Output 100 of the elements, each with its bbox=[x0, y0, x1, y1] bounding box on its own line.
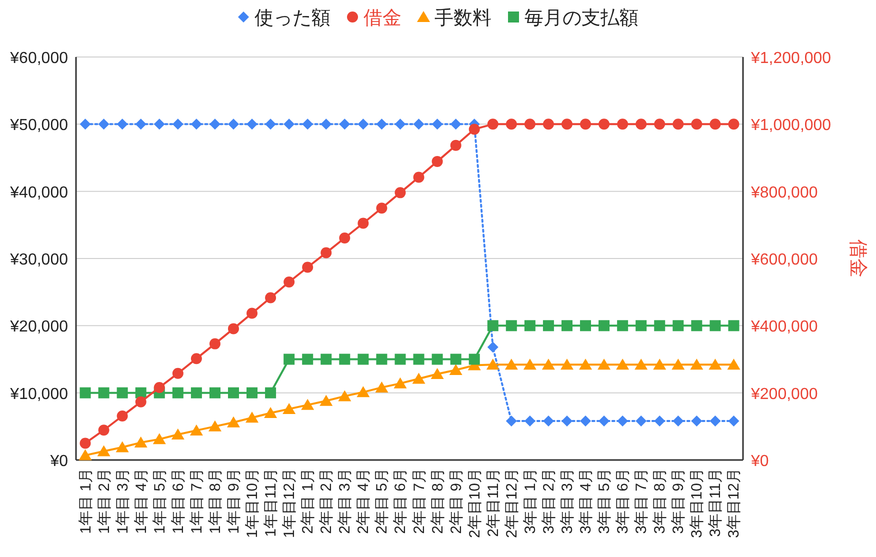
y2-tick-label: ¥1,200,000 bbox=[750, 50, 832, 67]
y-tick-label: ¥50,000 bbox=[9, 117, 68, 134]
point bbox=[376, 202, 388, 214]
point bbox=[636, 118, 647, 130]
point bbox=[542, 320, 554, 332]
x-tick-label: 1年目 1月 bbox=[77, 468, 94, 534]
point bbox=[412, 372, 426, 384]
point bbox=[284, 354, 295, 365]
point bbox=[265, 118, 276, 130]
y-tick-label: ¥30,000 bbox=[9, 252, 68, 268]
point bbox=[710, 320, 721, 332]
x-tick-label: 2年目 2月 bbox=[318, 468, 336, 534]
point bbox=[376, 354, 388, 365]
x-tick-label: 1年目 6月 bbox=[170, 468, 187, 534]
point bbox=[542, 118, 554, 130]
point bbox=[208, 420, 222, 432]
point bbox=[710, 416, 721, 427]
point bbox=[265, 387, 276, 398]
point bbox=[154, 118, 165, 130]
point bbox=[226, 416, 240, 428]
point bbox=[394, 187, 406, 198]
point bbox=[450, 140, 462, 151]
point bbox=[654, 118, 666, 130]
x-tick-label: 3年目12月 bbox=[726, 468, 743, 538]
point bbox=[302, 262, 314, 273]
point bbox=[524, 320, 536, 332]
x-tick-label: 1年目 4月 bbox=[132, 468, 150, 534]
point bbox=[246, 308, 258, 319]
point bbox=[617, 118, 628, 130]
point bbox=[190, 424, 203, 436]
point bbox=[358, 218, 369, 229]
x-tick-label: 1年目 5月 bbox=[151, 468, 168, 534]
point bbox=[413, 172, 424, 183]
point bbox=[524, 416, 536, 427]
legend-label: 借金 bbox=[364, 8, 402, 29]
point bbox=[654, 320, 666, 332]
point bbox=[190, 118, 202, 130]
point bbox=[134, 436, 148, 448]
point bbox=[450, 118, 462, 130]
point bbox=[320, 394, 333, 406]
x-tick-label: 1年目 9月 bbox=[225, 468, 242, 534]
x-tick-label: 3年目 2月 bbox=[540, 468, 558, 534]
point bbox=[654, 416, 666, 427]
point bbox=[98, 387, 110, 398]
x-tick-label: 2年目 6月 bbox=[392, 468, 410, 534]
point bbox=[376, 118, 388, 130]
y-tick-label: ¥60,000 bbox=[9, 50, 68, 67]
point bbox=[116, 387, 128, 398]
y2-tick-label: ¥0 bbox=[750, 453, 769, 470]
point bbox=[209, 118, 220, 130]
point bbox=[246, 118, 258, 130]
point bbox=[282, 402, 296, 414]
point bbox=[135, 118, 146, 130]
point bbox=[430, 368, 444, 380]
point bbox=[284, 118, 295, 130]
x-tick-label: 3年目 7月 bbox=[633, 468, 650, 534]
y-tick-label: ¥10,000 bbox=[9, 386, 68, 403]
point bbox=[209, 387, 220, 398]
x-tick-label: 2年目 8月 bbox=[429, 468, 446, 534]
point bbox=[356, 386, 370, 398]
x-tick-label: 3年目 4月 bbox=[578, 468, 595, 534]
x-tick-label: 2年目 7月 bbox=[410, 468, 428, 534]
point bbox=[190, 387, 202, 398]
point bbox=[616, 358, 630, 370]
legend-label: 毎月の支払額 bbox=[524, 8, 638, 29]
point bbox=[449, 364, 462, 375]
point bbox=[320, 247, 332, 258]
point bbox=[116, 441, 129, 452]
point bbox=[708, 358, 722, 370]
y-tick-label: ¥0 bbox=[49, 453, 68, 470]
y2-tick-label: ¥1,000,000 bbox=[750, 117, 832, 134]
point bbox=[504, 358, 518, 370]
legend-label: 使った額 bbox=[254, 8, 330, 29]
point bbox=[320, 354, 332, 365]
point bbox=[171, 428, 184, 440]
point bbox=[542, 358, 555, 370]
point bbox=[579, 358, 592, 370]
point bbox=[172, 118, 184, 130]
point bbox=[636, 416, 647, 427]
point bbox=[580, 320, 592, 332]
point bbox=[634, 358, 648, 370]
point bbox=[264, 406, 278, 418]
point bbox=[98, 424, 110, 436]
point bbox=[728, 118, 740, 130]
point bbox=[339, 232, 350, 244]
point bbox=[506, 416, 517, 427]
x-tick-label: 1年目 7月 bbox=[188, 468, 206, 534]
y2-tick-label: ¥400,000 bbox=[750, 318, 818, 336]
point bbox=[672, 118, 684, 130]
point bbox=[154, 382, 165, 393]
point bbox=[432, 118, 443, 130]
point bbox=[691, 118, 702, 130]
point bbox=[468, 124, 480, 135]
x-tick-label: 2年目10月 bbox=[466, 468, 484, 538]
point bbox=[598, 320, 610, 332]
x-tick-label: 1年目10月 bbox=[244, 468, 262, 538]
point bbox=[432, 156, 443, 167]
y2-tick-label: ¥600,000 bbox=[750, 252, 818, 268]
point bbox=[653, 358, 666, 370]
point bbox=[413, 118, 424, 130]
